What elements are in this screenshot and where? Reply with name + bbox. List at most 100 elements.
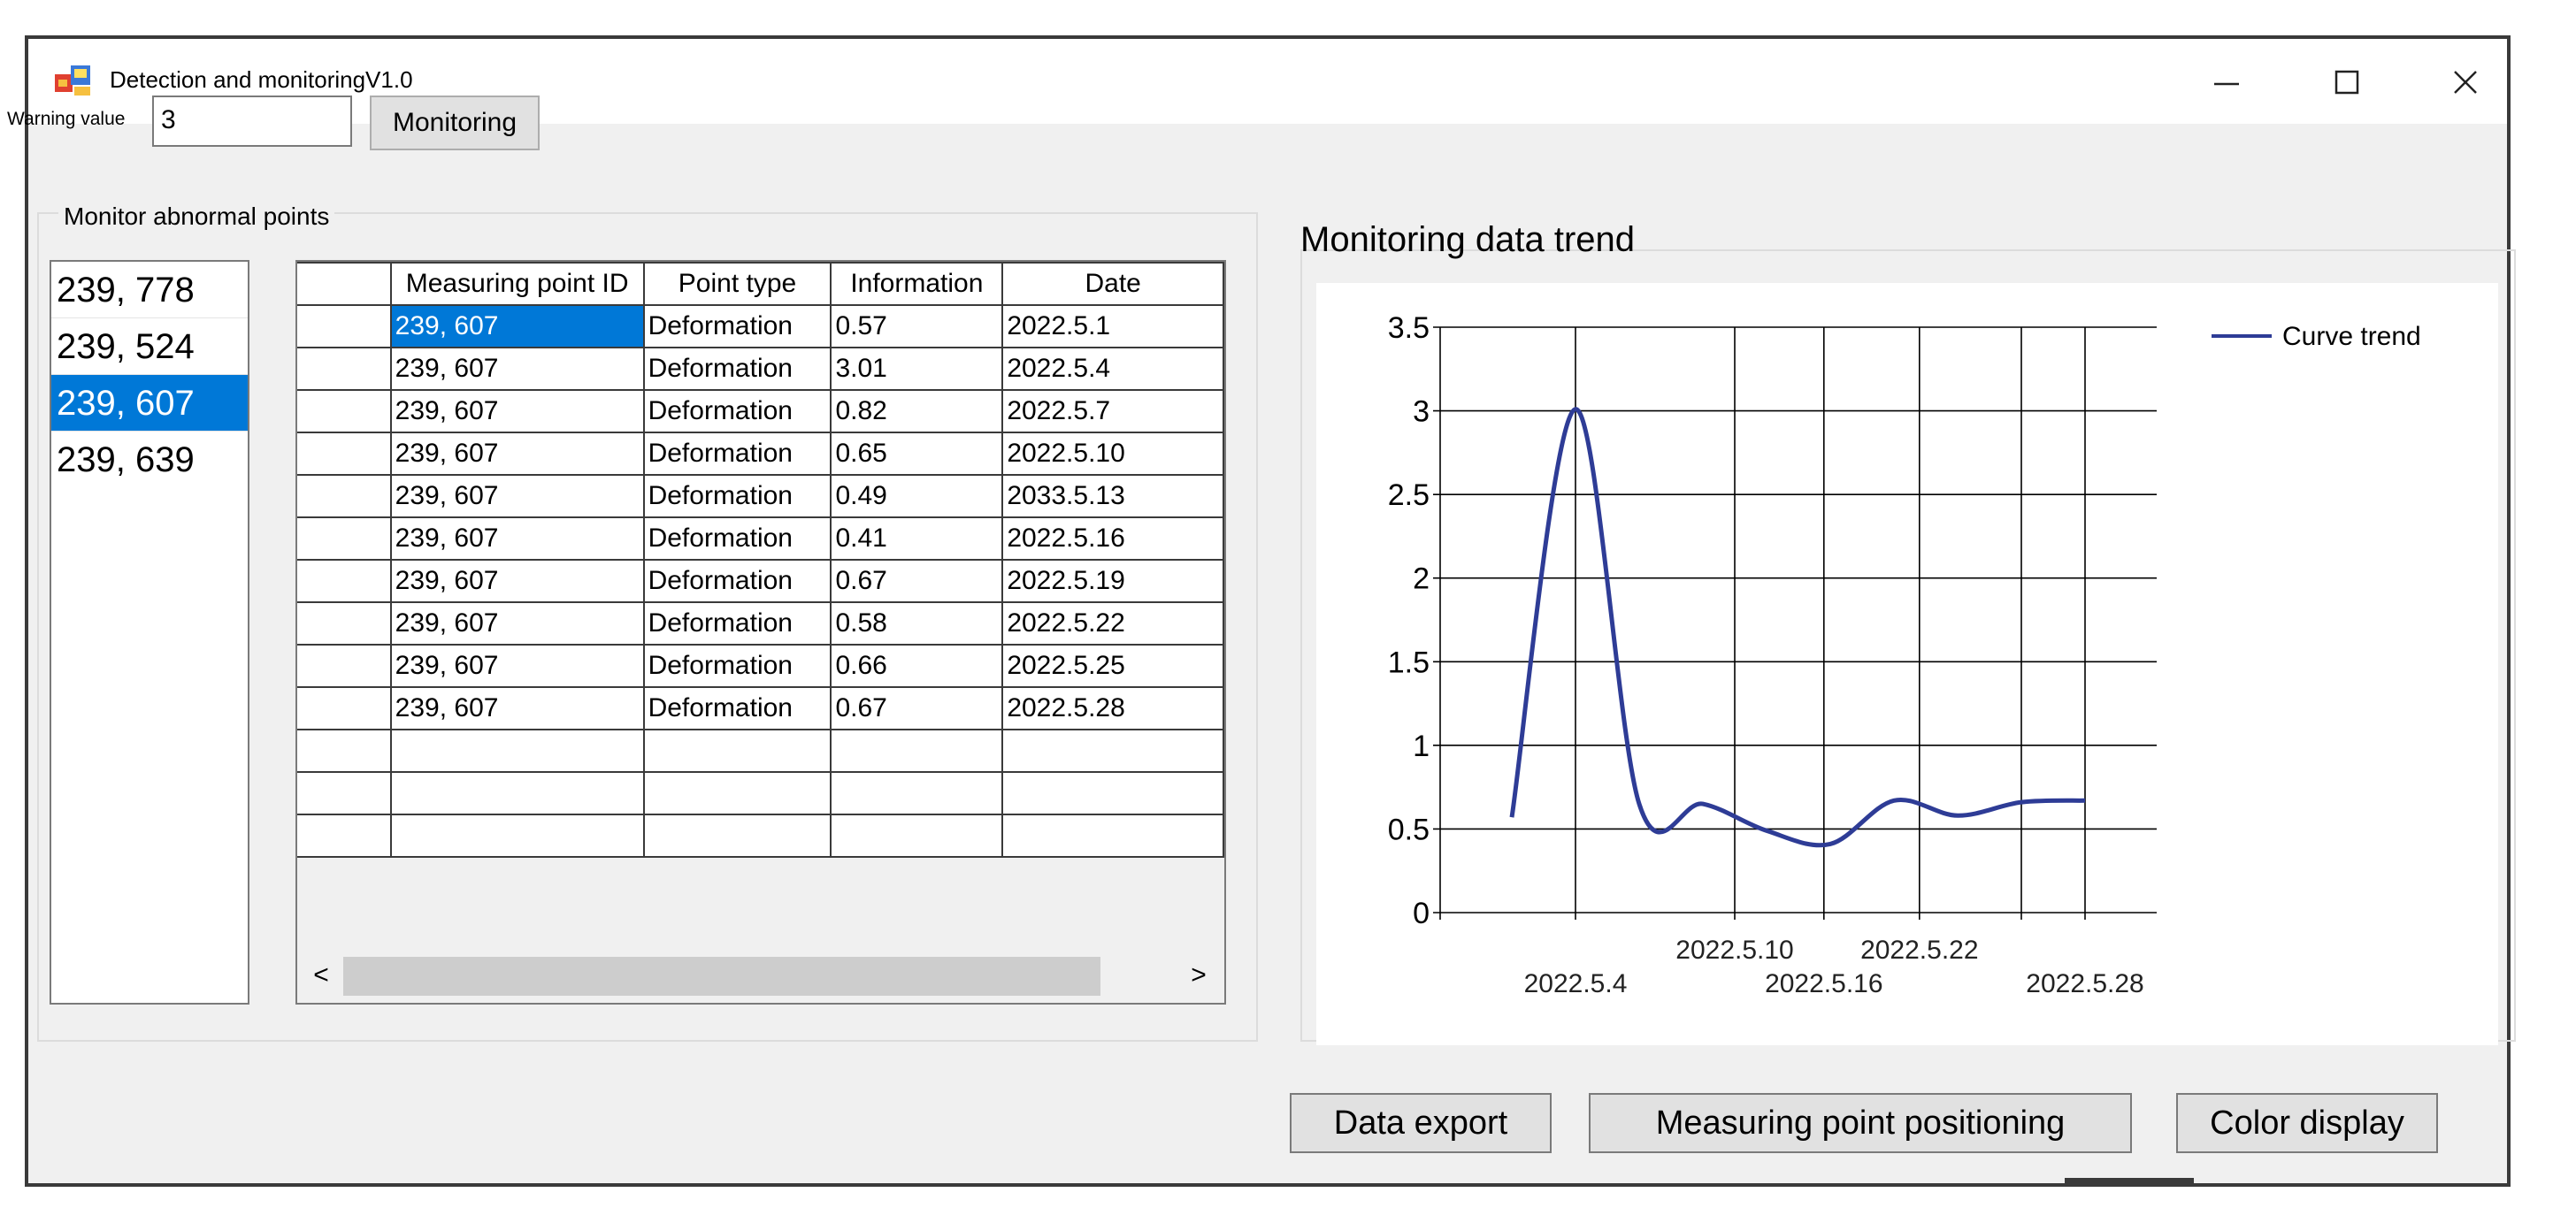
row-header[interactable]: [297, 516, 392, 561]
table-cell[interactable]: Deformation: [642, 389, 832, 433]
table-cell[interactable]: Deformation: [642, 644, 832, 688]
table-cell[interactable]: 239, 607: [389, 474, 645, 518]
row-header[interactable]: [297, 686, 392, 730]
table-cell[interactable]: [830, 729, 1004, 773]
table-cell[interactable]: 2022.5.16: [1001, 516, 1224, 561]
row-header[interactable]: [297, 771, 392, 815]
column-header-date[interactable]: Date: [1001, 262, 1224, 306]
warning-value-input[interactable]: 3: [152, 96, 352, 147]
table-cell[interactable]: 0.57: [830, 304, 1004, 348]
table-cell[interactable]: [642, 771, 832, 815]
table-cell[interactable]: 2022.5.19: [1001, 559, 1224, 603]
table-cell[interactable]: 239, 607: [389, 559, 645, 603]
table-row[interactable]: 239, 607 Deformation 3.01 2022.5.4: [297, 347, 1224, 391]
row-header[interactable]: [297, 814, 392, 858]
monitor-data-grid[interactable]: Measuring point ID Point type Informatio…: [295, 260, 1226, 1005]
table-cell[interactable]: Deformation: [642, 304, 832, 348]
table-row[interactable]: 239, 607 Deformation 0.67 2022.5.28: [297, 686, 1224, 730]
table-cell[interactable]: 0.49: [830, 474, 1004, 518]
data-export-button[interactable]: Data export: [1290, 1093, 1552, 1153]
row-header[interactable]: [297, 432, 392, 476]
table-cell[interactable]: 239, 607: [389, 644, 645, 688]
table-cell[interactable]: Deformation: [642, 559, 832, 603]
row-header[interactable]: [297, 601, 392, 646]
table-cell[interactable]: 0.41: [830, 516, 1004, 561]
list-item-selected[interactable]: 239, 607: [51, 375, 248, 432]
table-cell[interactable]: 0.67: [830, 559, 1004, 603]
table-row[interactable]: 239, 607 Deformation 0.57 2022.5.1: [297, 304, 1224, 348]
table-cell[interactable]: 2022.5.25: [1001, 644, 1224, 688]
table-cell[interactable]: 2022.5.22: [1001, 601, 1224, 646]
table-cell[interactable]: 0.67: [830, 686, 1004, 730]
table-cell[interactable]: [830, 771, 1004, 815]
column-header-point-type[interactable]: Point type: [642, 262, 832, 306]
abnormal-points-list[interactable]: 239, 778 239, 524 239, 607 239, 639: [50, 260, 249, 1005]
horizontal-scrollbar[interactable]: < >: [297, 950, 1224, 1001]
table-cell[interactable]: 0.66: [830, 644, 1004, 688]
table-cell[interactable]: 239, 607: [389, 601, 645, 646]
row-header[interactable]: [297, 347, 392, 391]
close-button[interactable]: [2417, 51, 2514, 113]
table-cell[interactable]: [1001, 814, 1224, 858]
table-cell[interactable]: 2022.5.10: [1001, 432, 1224, 476]
table-cell[interactable]: [642, 814, 832, 858]
table-cell[interactable]: [389, 729, 645, 773]
table-row-empty[interactable]: [297, 771, 1224, 815]
table-cell[interactable]: 239, 607: [389, 432, 645, 476]
table-row[interactable]: 239, 607 Deformation 0.67 2022.5.19: [297, 559, 1224, 603]
table-cell[interactable]: 2022.5.4: [1001, 347, 1224, 391]
table-cell[interactable]: 239, 607: [389, 389, 645, 433]
table-row[interactable]: 239, 607 Deformation 0.41 2022.5.16: [297, 516, 1224, 561]
scroll-right-icon[interactable]: >: [1191, 960, 1207, 990]
table-row[interactable]: 239, 607 Deformation 0.49 2033.5.13: [297, 474, 1224, 518]
row-header[interactable]: [297, 474, 392, 518]
scroll-left-icon[interactable]: <: [313, 960, 329, 990]
table-cell[interactable]: Deformation: [642, 686, 832, 730]
table-cell[interactable]: Deformation: [642, 516, 832, 561]
row-header[interactable]: [297, 389, 392, 433]
measuring-point-positioning-button[interactable]: Measuring point positioning: [1589, 1093, 2132, 1153]
table-cell[interactable]: Deformation: [642, 474, 832, 518]
maximize-button[interactable]: [2298, 51, 2396, 113]
row-header[interactable]: [297, 304, 392, 348]
row-header-corner[interactable]: [297, 262, 392, 306]
list-item[interactable]: 239, 778: [51, 262, 248, 318]
row-header[interactable]: [297, 644, 392, 688]
table-cell[interactable]: Deformation: [642, 601, 832, 646]
list-item[interactable]: 239, 639: [57, 440, 195, 479]
table-row[interactable]: 239, 607 Deformation 0.82 2022.5.7: [297, 389, 1224, 433]
table-cell[interactable]: 2022.5.28: [1001, 686, 1224, 730]
monitoring-button[interactable]: Monitoring: [370, 96, 540, 150]
table-cell[interactable]: 0.58: [830, 601, 1004, 646]
table-cell[interactable]: Deformation: [642, 432, 832, 476]
table-cell[interactable]: 2022.5.1: [1001, 304, 1224, 348]
table-cell[interactable]: [642, 729, 832, 773]
table-cell[interactable]: Deformation: [642, 347, 832, 391]
table-cell[interactable]: 2022.5.7: [1001, 389, 1224, 433]
row-header[interactable]: [297, 729, 392, 773]
list-item[interactable]: 239, 524: [51, 318, 248, 375]
table-cell[interactable]: 239, 607: [389, 347, 645, 391]
table-cell[interactable]: [1001, 729, 1224, 773]
minimize-button[interactable]: [2178, 51, 2275, 113]
column-header-information[interactable]: Information: [830, 262, 1004, 306]
table-cell[interactable]: 239, 607: [389, 516, 645, 561]
table-cell[interactable]: 2033.5.13: [1001, 474, 1224, 518]
table-cell[interactable]: [830, 814, 1004, 858]
color-display-button[interactable]: Color display: [2176, 1093, 2438, 1153]
table-cell[interactable]: 239, 607: [389, 686, 645, 730]
column-header-measuring-point-id[interactable]: Measuring point ID: [389, 262, 645, 306]
table-cell[interactable]: [1001, 771, 1224, 815]
scrollbar-thumb[interactable]: [343, 957, 1100, 996]
table-cell[interactable]: 3.01: [830, 347, 1004, 391]
table-row-empty[interactable]: [297, 729, 1224, 773]
table-cell[interactable]: [389, 771, 645, 815]
table-row[interactable]: 239, 607 Deformation 0.58 2022.5.22: [297, 601, 1224, 646]
table-cell[interactable]: 0.65: [830, 432, 1004, 476]
table-row[interactable]: 239, 607 Deformation 0.65 2022.5.10: [297, 432, 1224, 476]
table-row[interactable]: 239, 607 Deformation 0.66 2022.5.25: [297, 644, 1224, 688]
row-header[interactable]: [297, 559, 392, 603]
table-cell-selected[interactable]: 239, 607: [389, 304, 645, 348]
table-cell[interactable]: [389, 814, 645, 858]
table-row-empty[interactable]: [297, 814, 1224, 858]
